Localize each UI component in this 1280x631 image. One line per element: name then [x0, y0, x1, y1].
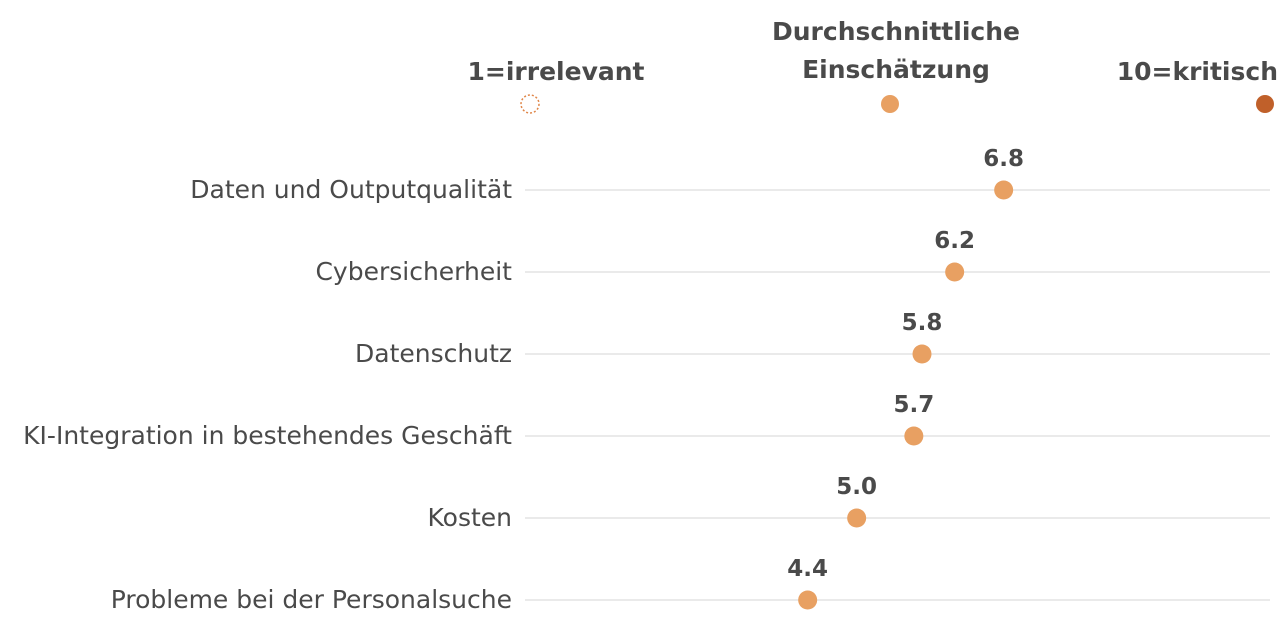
legend-max-label: 10=kritisch: [1117, 57, 1278, 86]
value-label: 5.0: [836, 474, 877, 500]
legend-min-marker: [520, 94, 540, 114]
chart-row: Datenschutz 5.8: [355, 310, 1270, 368]
chart-row: Cybersicherheit 6.2: [315, 228, 1270, 286]
value-label: 4.4: [787, 556, 828, 582]
category-label: Cybersicherheit: [315, 257, 512, 286]
legend-avg-label-line1: Durchschnittliche: [772, 17, 1020, 46]
chart-rows: Daten und Outputqualität 6.8 Cybersicherhe…: [23, 146, 1270, 614]
data-point: [994, 180, 1014, 200]
value-label: 5.7: [893, 392, 934, 418]
data-point: [798, 590, 818, 610]
data-point: [945, 262, 965, 282]
legend-max-marker: [1256, 95, 1274, 113]
data-point: [912, 344, 932, 364]
value-label: 5.8: [902, 310, 943, 336]
data-point: [847, 508, 867, 528]
legend: 1=irrelevant Durchschnittliche Einschätz…: [468, 17, 1278, 114]
chart-row: KI-Integration in bestehendes Geschäft 5.…: [23, 392, 1270, 450]
data-point: [904, 426, 924, 446]
category-label: Kosten: [428, 503, 513, 532]
category-label: Datenschutz: [355, 339, 512, 368]
chart-row: Kosten 5.0: [428, 474, 1270, 532]
value-label: 6.2: [934, 228, 975, 254]
value-label: 6.8: [983, 146, 1024, 172]
legend-min-label: 1=irrelevant: [468, 57, 645, 86]
legend-avg-label-line2: Einschätzung: [802, 55, 990, 84]
chart-row: Probleme bei der Personalsuche 4.4: [111, 556, 1270, 614]
category-label: Probleme bei der Personalsuche: [111, 585, 512, 614]
legend-avg-marker: [881, 95, 899, 113]
category-label: KI-Integration in bestehendes Geschäft: [23, 421, 512, 450]
chart-row: Daten und Outputqualität 6.8: [190, 146, 1270, 204]
category-label: Daten und Outputqualität: [190, 175, 512, 204]
